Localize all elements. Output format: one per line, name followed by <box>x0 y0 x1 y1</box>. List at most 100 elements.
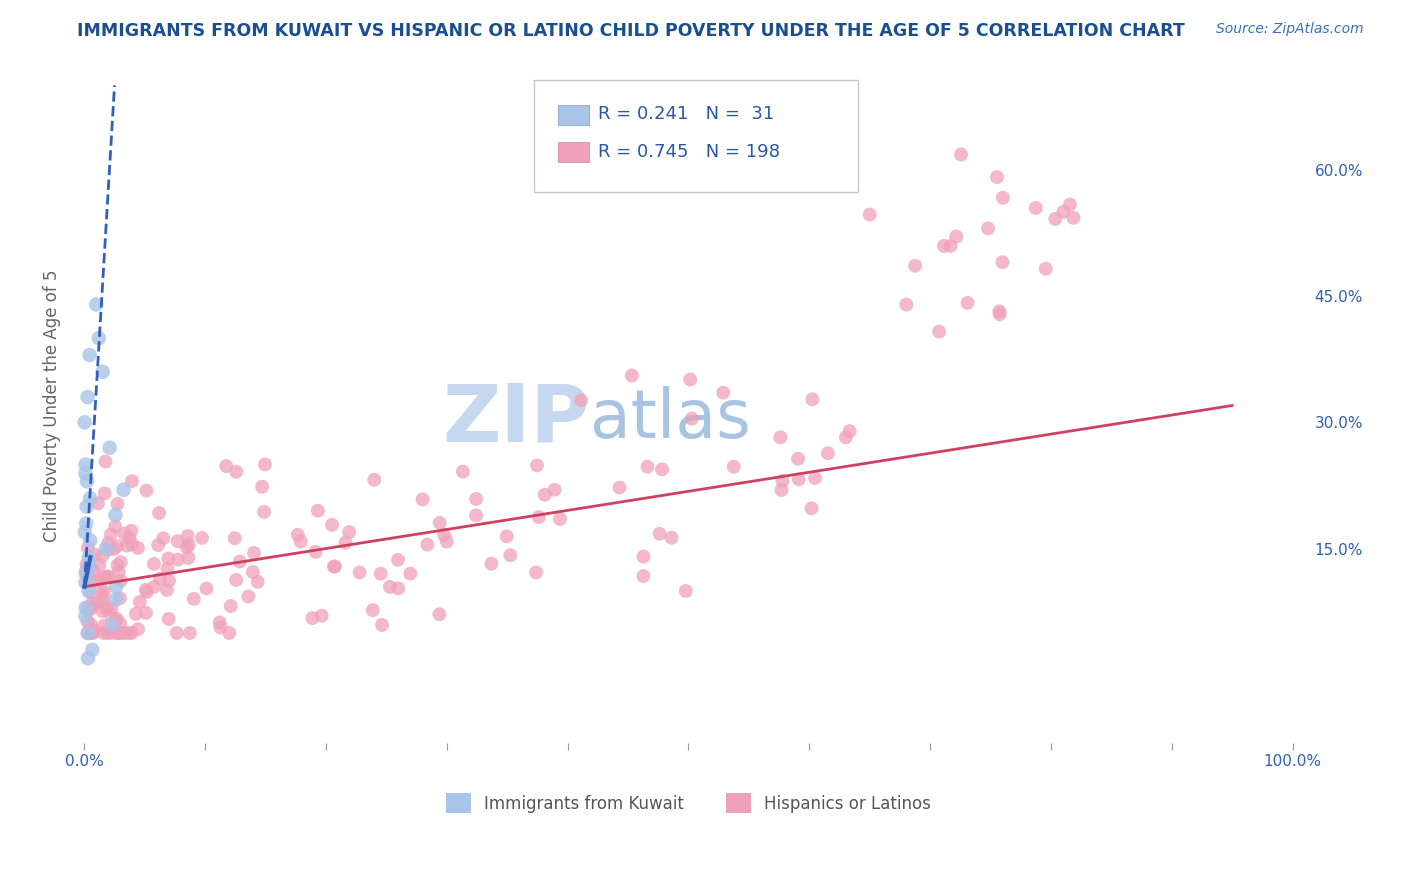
Point <box>82 643 104 657</box>
Point <box>988 307 1011 321</box>
Point <box>80 617 103 632</box>
Point <box>769 430 792 444</box>
Point <box>804 471 827 485</box>
Point <box>661 531 683 545</box>
Point <box>928 325 950 339</box>
Point <box>399 566 422 581</box>
Point <box>79 491 101 506</box>
Point <box>93 585 115 599</box>
Point <box>991 255 1014 269</box>
Point <box>94 454 117 468</box>
Point <box>90 571 112 585</box>
Point <box>79 585 101 599</box>
Point <box>84 297 107 311</box>
Point <box>800 501 823 516</box>
Point <box>436 534 458 549</box>
Point <box>335 535 357 549</box>
Point <box>91 365 114 379</box>
Point <box>648 526 671 541</box>
Point <box>637 459 659 474</box>
Point <box>950 147 973 161</box>
Point <box>77 603 100 617</box>
Point <box>465 508 488 523</box>
Point <box>125 607 148 621</box>
Point <box>991 191 1014 205</box>
Point <box>135 483 157 498</box>
Y-axis label: Child Poverty Under the Age of 5: Child Poverty Under the Age of 5 <box>44 269 60 541</box>
Point <box>387 582 409 596</box>
Point <box>363 473 385 487</box>
Point <box>932 239 955 253</box>
Point <box>83 548 105 562</box>
Point <box>229 554 252 568</box>
Point <box>176 529 198 543</box>
Point <box>988 304 1011 318</box>
Point <box>76 626 98 640</box>
Point <box>97 569 120 583</box>
Point <box>609 481 631 495</box>
Point <box>787 472 810 486</box>
Point <box>465 491 488 506</box>
Point <box>361 603 384 617</box>
Point <box>177 550 200 565</box>
Point <box>157 551 180 566</box>
Point <box>100 607 122 622</box>
Point <box>242 565 264 579</box>
Text: IMMIGRANTS FROM KUWAIT VS HISPANIC OR LATINO CHILD POVERTY UNDER THE AGE OF 5 CO: IMMIGRANTS FROM KUWAIT VS HISPANIC OR LA… <box>77 22 1185 40</box>
Point <box>77 651 100 665</box>
Point <box>115 539 138 553</box>
Point <box>224 531 246 545</box>
Point <box>107 497 129 511</box>
Point <box>311 608 333 623</box>
Point <box>100 527 122 541</box>
Point <box>94 541 117 556</box>
Point <box>177 538 200 552</box>
Point <box>238 590 260 604</box>
Text: R = 0.745   N = 198: R = 0.745 N = 198 <box>598 143 779 161</box>
Point <box>77 575 100 590</box>
Point <box>75 516 97 531</box>
Point <box>569 393 592 408</box>
Point <box>112 526 135 541</box>
Point <box>1062 211 1084 225</box>
Point <box>127 541 149 555</box>
Point <box>118 531 141 545</box>
Point <box>93 626 115 640</box>
Point <box>105 539 128 553</box>
Point <box>94 570 117 584</box>
Text: R = 0.241   N =  31: R = 0.241 N = 31 <box>598 105 773 123</box>
Point <box>527 510 550 524</box>
Point <box>711 385 734 400</box>
Point <box>89 558 111 572</box>
Point <box>82 596 104 610</box>
Point <box>75 565 97 579</box>
Point <box>79 348 101 362</box>
Point <box>620 368 643 383</box>
Point <box>96 570 118 584</box>
Point <box>322 559 344 574</box>
Point <box>135 606 157 620</box>
Point <box>1059 197 1081 211</box>
Point <box>253 458 276 472</box>
Point <box>544 483 567 497</box>
Point <box>75 609 97 624</box>
Point <box>225 573 247 587</box>
Point <box>387 553 409 567</box>
Point <box>103 541 125 556</box>
Point <box>633 549 655 564</box>
Point <box>301 611 323 625</box>
Point <box>1025 201 1047 215</box>
Point <box>76 615 98 629</box>
Point <box>770 474 793 488</box>
Point <box>253 505 276 519</box>
Point <box>337 525 360 540</box>
Point <box>77 550 100 565</box>
Point <box>82 564 104 578</box>
Point <box>121 474 143 488</box>
Point <box>896 297 918 311</box>
Point <box>801 392 824 407</box>
Point <box>98 441 121 455</box>
Point <box>526 458 548 473</box>
Point <box>76 475 98 489</box>
Point <box>76 500 98 514</box>
